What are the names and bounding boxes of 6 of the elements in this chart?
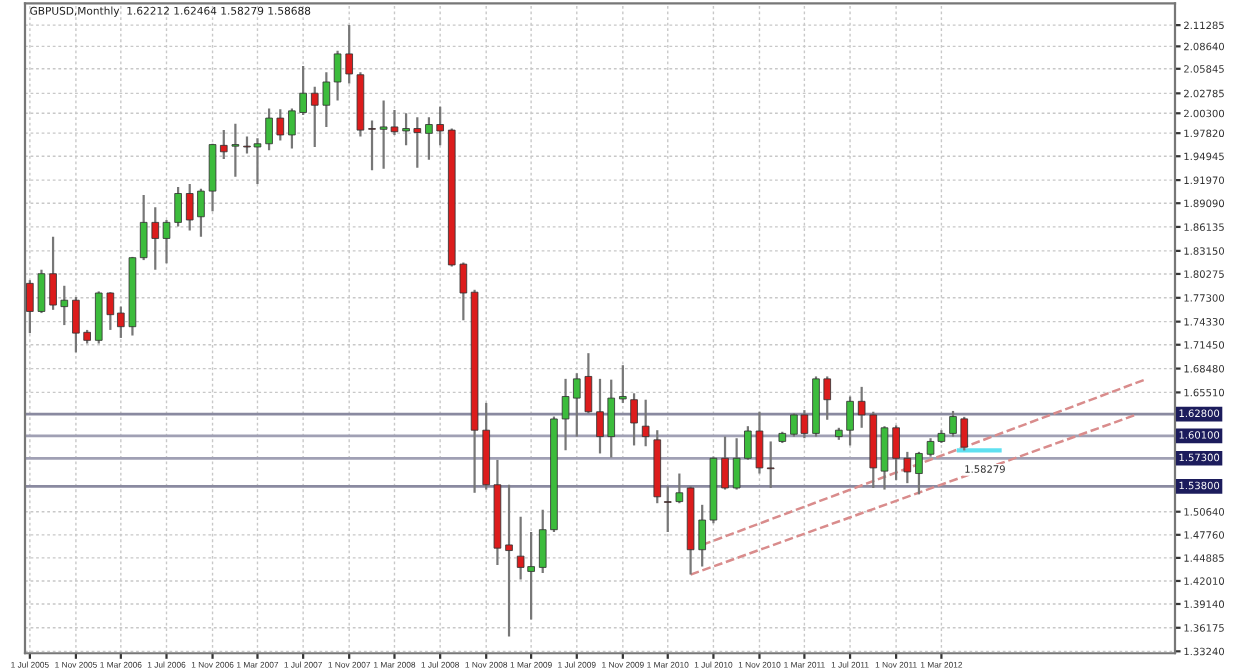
- candlestick: [766, 440, 775, 490]
- candlestick: [505, 483, 513, 638]
- candlestick: [368, 119, 376, 172]
- candlestick: [915, 450, 923, 496]
- candlestick: [721, 435, 729, 491]
- candlestick: [641, 398, 650, 448]
